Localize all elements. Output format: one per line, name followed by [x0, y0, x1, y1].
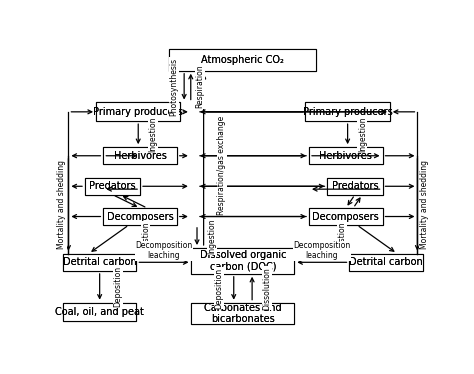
FancyBboxPatch shape	[309, 147, 383, 165]
Text: Primary producers: Primary producers	[93, 107, 183, 117]
Text: Predators: Predators	[332, 181, 378, 191]
FancyBboxPatch shape	[191, 248, 294, 274]
Text: Ingestion: Ingestion	[207, 219, 216, 254]
Text: Primary producers: Primary producers	[303, 107, 392, 117]
Text: Carbonates and
bicarbonates: Carbonates and bicarbonates	[204, 303, 282, 324]
Text: Herbivores: Herbivores	[319, 151, 372, 161]
FancyBboxPatch shape	[63, 303, 137, 321]
Text: Ingestion: Ingestion	[141, 221, 150, 257]
Text: Ingestion: Ingestion	[148, 116, 157, 152]
Text: Decomposers: Decomposers	[107, 212, 173, 221]
FancyBboxPatch shape	[169, 49, 316, 71]
FancyBboxPatch shape	[103, 208, 177, 225]
Text: Ingestion: Ingestion	[358, 116, 367, 152]
Text: Dissolved organic
carbon (DOC): Dissolved organic carbon (DOC)	[200, 250, 286, 272]
FancyBboxPatch shape	[349, 254, 423, 271]
FancyBboxPatch shape	[309, 147, 383, 165]
Text: Decomposers: Decomposers	[312, 212, 379, 221]
Text: Decomposers: Decomposers	[312, 212, 379, 221]
FancyBboxPatch shape	[85, 178, 140, 194]
Text: Coal, oil, and peat: Coal, oil, and peat	[55, 307, 144, 317]
FancyBboxPatch shape	[349, 254, 423, 271]
FancyBboxPatch shape	[96, 102, 181, 121]
FancyBboxPatch shape	[309, 208, 383, 225]
Text: Decomposition
leaching: Decomposition leaching	[135, 241, 192, 260]
Text: Detrital carbon: Detrital carbon	[63, 257, 137, 267]
Text: Mortality and shedding: Mortality and shedding	[57, 160, 66, 249]
FancyBboxPatch shape	[63, 254, 137, 271]
Text: Decomposers: Decomposers	[107, 212, 173, 221]
FancyBboxPatch shape	[191, 303, 294, 324]
FancyBboxPatch shape	[191, 248, 294, 274]
FancyBboxPatch shape	[328, 178, 383, 194]
FancyBboxPatch shape	[309, 208, 383, 225]
FancyBboxPatch shape	[328, 178, 383, 194]
FancyBboxPatch shape	[169, 49, 316, 71]
FancyBboxPatch shape	[191, 303, 294, 324]
Text: Predators: Predators	[89, 181, 136, 191]
Text: Herbivores: Herbivores	[319, 151, 372, 161]
Text: Deposition: Deposition	[215, 268, 224, 309]
Text: Respiration/gas exchange: Respiration/gas exchange	[218, 116, 227, 215]
Text: Ingestion: Ingestion	[337, 221, 346, 257]
Text: Primary producers: Primary producers	[303, 107, 392, 117]
FancyBboxPatch shape	[63, 254, 137, 271]
Text: Mortality and shedding: Mortality and shedding	[419, 160, 428, 249]
FancyBboxPatch shape	[305, 102, 390, 121]
Text: Primary producers: Primary producers	[93, 107, 183, 117]
Text: Coal, oil, and peat: Coal, oil, and peat	[55, 307, 144, 317]
Text: Atmospheric CO₂: Atmospheric CO₂	[201, 55, 284, 65]
FancyBboxPatch shape	[103, 208, 177, 225]
Text: Dissolution: Dissolution	[262, 267, 271, 310]
Text: Atmospheric CO₂: Atmospheric CO₂	[201, 55, 284, 65]
Text: Predators: Predators	[332, 181, 378, 191]
Text: Deposition: Deposition	[114, 266, 122, 307]
FancyBboxPatch shape	[96, 102, 181, 121]
FancyBboxPatch shape	[103, 147, 177, 165]
FancyBboxPatch shape	[85, 178, 140, 194]
Text: Detrital carbon: Detrital carbon	[349, 257, 423, 267]
Text: Photosynthesis: Photosynthesis	[169, 58, 178, 116]
FancyBboxPatch shape	[63, 303, 137, 321]
Text: Respiration: Respiration	[195, 65, 204, 108]
Text: Carbonates and
bicarbonates: Carbonates and bicarbonates	[204, 303, 282, 324]
Text: Detrital carbon: Detrital carbon	[63, 257, 137, 267]
Text: Decomposition
leaching: Decomposition leaching	[293, 241, 351, 260]
Text: Dissolved organic
carbon (DOC): Dissolved organic carbon (DOC)	[200, 250, 286, 272]
Text: Predators: Predators	[89, 181, 136, 191]
Text: Detrital carbon: Detrital carbon	[349, 257, 423, 267]
FancyBboxPatch shape	[305, 102, 390, 121]
Text: Herbivores: Herbivores	[114, 151, 166, 161]
FancyBboxPatch shape	[103, 147, 177, 165]
Text: Herbivores: Herbivores	[114, 151, 166, 161]
